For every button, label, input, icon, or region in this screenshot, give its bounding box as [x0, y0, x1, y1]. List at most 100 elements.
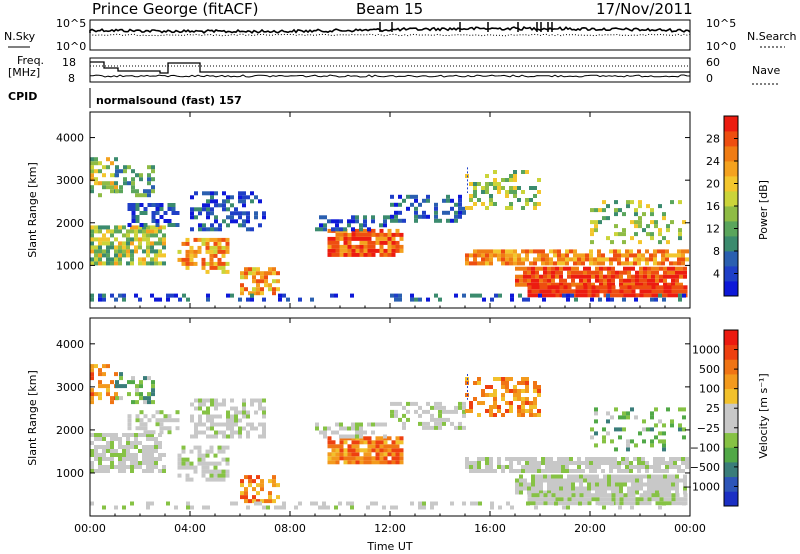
range-gate-cell: [555, 270, 559, 275]
range-gate-cell: [663, 482, 667, 487]
range-gate-cell: [599, 490, 603, 495]
range-gate-cell: [438, 401, 442, 406]
range-gate-cell: [575, 293, 580, 298]
range-gate-cell: [679, 289, 684, 294]
range-gate-cell: [631, 490, 635, 495]
range-gate-cell: [615, 274, 619, 279]
range-gate-cell: [359, 227, 363, 232]
range-gate-cell: [90, 388, 94, 393]
range-gate-cell: [217, 261, 222, 266]
range-gate-cell: [650, 208, 654, 213]
range-gate-cell: [667, 501, 672, 506]
range-gate-cell: [650, 439, 654, 444]
range-gate-cell: [190, 505, 194, 510]
range-gate-cell: [663, 270, 667, 275]
range-gate-cell: [214, 402, 218, 407]
range-gate-cell: [264, 283, 268, 288]
range-gate-cell: [521, 206, 525, 210]
range-gate-cell: [147, 189, 151, 194]
y-tick-label: 4000: [56, 132, 84, 145]
range-gate-cell: [222, 219, 226, 224]
colorbar-swatch: [724, 281, 738, 297]
range-gate-cell: [426, 297, 430, 302]
range-gate-cell: [614, 208, 618, 213]
range-gate-cell: [202, 402, 206, 407]
range-gate-cell: [250, 402, 254, 407]
range-gate-cell: [531, 474, 535, 479]
range-gate-cell: [151, 388, 155, 393]
range-gate-cell: [663, 293, 668, 298]
range-gate-cell: [363, 430, 367, 435]
range-gate-cell: [675, 482, 679, 487]
range-gate-cell: [422, 210, 426, 215]
range-gate-cell: [543, 266, 547, 271]
range-gate-cell: [254, 426, 258, 431]
range-gate-cell: [268, 283, 272, 288]
range-gate-cell: [598, 297, 602, 302]
range-gate-cell: [489, 461, 493, 465]
range-gate-cell: [681, 469, 685, 473]
range-gate-cell: [526, 501, 530, 506]
range-gate-cell: [603, 486, 607, 491]
range-gate-cell: [193, 253, 198, 258]
range-gate-cell: [673, 457, 677, 461]
range-gate-cell: [94, 157, 98, 162]
range-gate-cell: [240, 291, 244, 296]
range-gate-cell: [122, 505, 126, 510]
range-gate-cell: [159, 215, 164, 219]
range-gate-cell: [595, 293, 600, 298]
range-gate-cell: [272, 287, 276, 292]
range-gate-cell: [127, 181, 131, 186]
range-gate-cell: [272, 291, 276, 296]
range-gate-cell: [258, 501, 262, 506]
range-gate-cell: [359, 223, 363, 228]
range-gate-cell: [181, 465, 186, 470]
range-gate-cell: [186, 505, 190, 510]
range-gate-cell: [98, 372, 102, 377]
range-gate-cell: [110, 449, 114, 453]
range-gate-cell: [551, 293, 556, 298]
range-gate-cell: [146, 457, 150, 461]
range-gate-cell: [517, 457, 521, 461]
range-gate-cell: [181, 457, 186, 462]
freq-top-tick: 18: [62, 56, 76, 69]
range-gate-cell: [671, 482, 675, 487]
range-gate-cell: [599, 486, 603, 491]
range-gate-cell: [458, 206, 462, 211]
range-gate-cell: [561, 457, 565, 461]
colorbar-tick-label: 20: [706, 178, 720, 191]
range-gate-cell: [655, 266, 659, 271]
range-gate-cell: [323, 227, 327, 232]
range-gate-cell: [138, 441, 142, 445]
range-gate-cell: [190, 434, 194, 439]
range-gate-cell: [641, 465, 645, 469]
range-gate-cell: [90, 189, 94, 194]
range-gate-cell: [367, 452, 372, 457]
range-gate-cell: [167, 430, 172, 435]
range-gate-cell: [119, 396, 123, 401]
range-gate-cell: [351, 227, 355, 232]
range-gate-cell: [673, 253, 677, 258]
range-gate-cell: [606, 411, 610, 416]
range-gate-cell: [335, 232, 340, 237]
range-gate-cell: [286, 297, 290, 302]
range-gate-cell: [595, 486, 599, 491]
range-gate-cell: [138, 461, 142, 465]
range-gate-cell: [653, 469, 657, 473]
range-gate-cell: [627, 282, 631, 287]
range-gate-cell: [675, 501, 680, 506]
range-gate-cell: [266, 505, 270, 510]
range-gate-cell: [599, 482, 603, 487]
range-gate-cell: [110, 396, 114, 401]
range-gate-cell: [543, 490, 547, 495]
range-gate-cell: [367, 444, 372, 449]
range-gate-cell: [90, 257, 94, 262]
range-gate-cell: [589, 469, 593, 473]
range-gate-cell: [347, 248, 352, 253]
range-gate-cell: [462, 409, 466, 414]
range-gate-cell: [258, 398, 262, 403]
range-gate-cell: [185, 465, 190, 470]
range-gate-cell: [127, 380, 131, 385]
